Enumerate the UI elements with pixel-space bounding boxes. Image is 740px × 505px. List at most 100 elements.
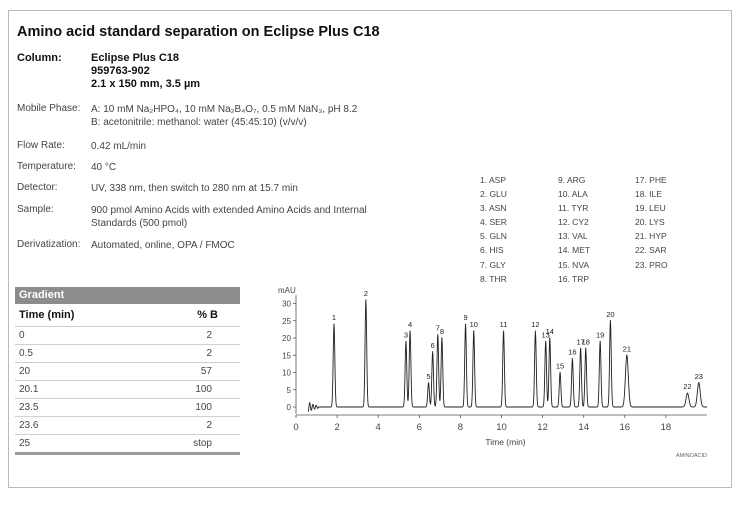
peak-label: 17 <box>576 337 584 346</box>
peak-apex <box>545 340 547 343</box>
peak-apex <box>559 371 561 374</box>
peak-label: 18 <box>582 337 590 346</box>
peak-label: 2 <box>364 289 368 298</box>
peak-label: 7 <box>436 324 440 333</box>
gradient-title: Gradient <box>15 287 240 304</box>
peak-apex <box>502 330 505 332</box>
gradient-header-row: Time (min) % B <box>15 304 240 327</box>
peak-apex <box>599 340 601 343</box>
peak-label: 19 <box>596 330 604 339</box>
peak-apex <box>549 337 551 339</box>
peak-apex <box>609 320 612 322</box>
watermark-code: AMINOACID <box>676 453 707 459</box>
gradient-b-cell: 100 <box>195 402 212 413</box>
peak-label: 1 <box>332 313 336 322</box>
peak-label: 23 <box>695 372 703 381</box>
list-item: 1. ASP <box>480 175 506 185</box>
peak-label: 21 <box>623 344 631 353</box>
y-tick-label: 5 <box>287 386 292 395</box>
list-item: 18. ILE <box>635 189 662 200</box>
temperature-value: 40 °C <box>91 162 117 173</box>
gradient-time-cell: 23.6 <box>19 420 39 431</box>
y-tick-label: 10 <box>282 369 291 378</box>
temperature-label: Temperature: <box>17 161 76 172</box>
sample-value: 900 pmol Amino Acids with extended Amino… <box>91 204 367 230</box>
list-item: 12. CY2 <box>558 217 589 228</box>
column-dimensions: 2.1 x 150 mm, 3.5 µm <box>91 78 201 90</box>
mobile-phase-value: A: 10 mM Na₂HPO₄, 10 mM Na₂B₄O₇, 0.5 mM … <box>91 103 357 129</box>
table-row: 23.6 2 <box>15 417 240 435</box>
table-row: 23.5 100 <box>15 399 240 417</box>
table-row: 25 stop <box>15 435 240 455</box>
chromatogram-trace <box>307 300 707 412</box>
peak-apex <box>441 337 443 339</box>
list-item: 5. GLN <box>480 231 507 242</box>
peak-label: 22 <box>683 382 691 391</box>
list-item: 6. HIS <box>480 245 504 256</box>
peak-label: 8 <box>440 327 444 336</box>
x-tick-label: 14 <box>578 422 589 433</box>
flow-rate-value: 0.42 mL/min <box>91 141 147 152</box>
peak-label: 4 <box>408 320 412 329</box>
y-tick-label: 0 <box>287 403 292 412</box>
gradient-b-cell: 2 <box>206 420 212 431</box>
peak-apex <box>571 358 573 360</box>
gradient-b-cell: 2 <box>206 348 212 359</box>
peak-label: 14 <box>546 327 554 336</box>
peak-apex <box>626 354 628 356</box>
table-row: 20 57 <box>15 363 240 381</box>
x-tick-label: 0 <box>293 422 298 433</box>
peak-label: 11 <box>500 320 508 329</box>
list-item: 7. GLY <box>480 259 506 270</box>
peak-label: 13 <box>542 330 550 339</box>
gradient-time-cell: 25 <box>19 438 31 449</box>
x-tick-label: 18 <box>661 422 672 433</box>
peak-label: 9 <box>463 313 467 322</box>
peak-apex <box>686 392 689 394</box>
detector-value: UV, 338 nm, then switch to 280 nm at 15.… <box>91 183 298 194</box>
flow-rate-label: Flow Rate: <box>17 140 65 151</box>
gradient-b-cell: 100 <box>195 384 212 395</box>
detector-label: Detector: <box>17 182 58 193</box>
list-item: 11. TYR <box>558 203 589 214</box>
x-tick-label: 6 <box>417 422 422 433</box>
x-tick-label: 10 <box>496 422 507 433</box>
list-item: 20. LYS <box>635 217 665 228</box>
peak-apex <box>534 330 537 332</box>
gradient-time-cell: 20 <box>19 366 31 377</box>
peak-apex <box>437 333 439 336</box>
derivatization-label: Derivatization: <box>17 239 81 250</box>
y-axis-label: mAU <box>278 286 296 295</box>
peak-label: 6 <box>431 341 435 350</box>
peak-list-column-3: 17. PHE 18. ILE 19. LEU 20. LYS 21. HYP … <box>635 173 715 272</box>
gradient-time-cell: 20.1 <box>19 384 39 395</box>
list-item: 9. ARG <box>558 175 586 185</box>
x-tick-label: 16 <box>620 422 631 433</box>
peak-apex <box>464 323 467 325</box>
peak-apex <box>365 299 367 301</box>
peak-label: 5 <box>426 372 430 381</box>
peak-label: 15 <box>556 362 564 371</box>
gradient-b-cell: 2 <box>206 330 212 341</box>
list-item: 19. LEU <box>635 203 666 214</box>
peak-apex <box>409 330 411 332</box>
mobile-phase-label: Mobile Phase: <box>17 103 81 114</box>
list-item: 16. TRP <box>558 273 590 284</box>
gradient-b-cell: 57 <box>200 366 212 377</box>
list-item: 2. GLU <box>480 189 507 200</box>
peak-apex <box>698 382 700 384</box>
peak-label: 20 <box>606 310 614 319</box>
x-tick-label: 4 <box>376 422 381 433</box>
peak-apex <box>405 340 407 343</box>
y-tick-label: 20 <box>282 334 291 343</box>
peak-apex <box>580 347 582 349</box>
table-row: 0.5 2 <box>15 345 240 363</box>
sample-line-1: 900 pmol Amino Acids with extended Amino… <box>91 205 367 216</box>
y-tick-label: 30 <box>282 300 291 309</box>
gradient-col-b: % B <box>197 309 218 321</box>
peak-apex <box>585 347 587 349</box>
peak-label: 3 <box>404 330 408 339</box>
